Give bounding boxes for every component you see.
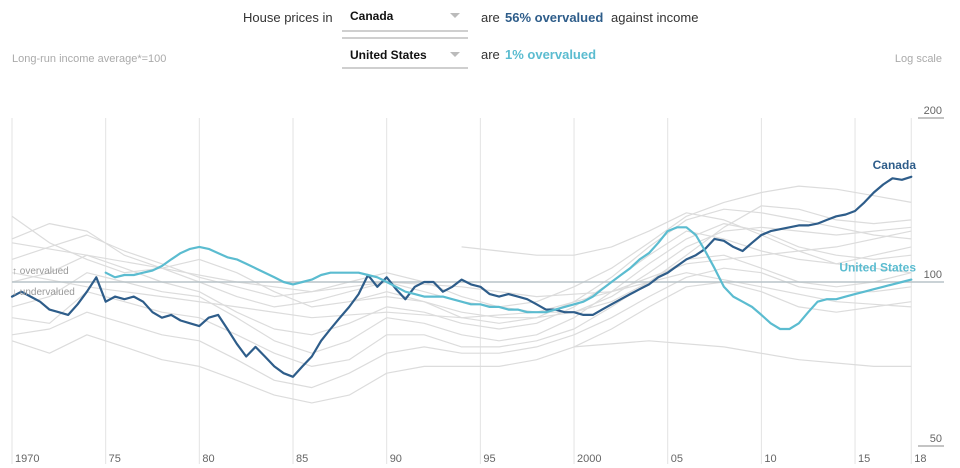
against-income-text: against income	[611, 10, 699, 25]
background-country-line	[11, 205, 912, 313]
canada-series-label: Canada	[873, 158, 917, 172]
grid-layer	[11, 117, 944, 464]
controls-row-2: United States are 1% overvalued	[0, 37, 960, 71]
highlight-series-layer	[10, 175, 913, 378]
background-country-line	[349, 226, 912, 319]
background-country-line	[11, 230, 912, 319]
country-select-1-value: Canada	[350, 9, 394, 23]
are-text-2: are	[481, 47, 500, 62]
x-tick-label: 95	[483, 453, 495, 465]
income-average-note: Long-run income average*=100	[12, 53, 167, 65]
united-states-series-label: United States	[839, 261, 916, 275]
x-tick-label: 10	[764, 453, 776, 465]
canada-overvaluation: 56% overvalued	[505, 10, 604, 25]
background-country-line	[573, 340, 912, 367]
overvalued-label: ↑ overvalued	[12, 266, 69, 277]
controls-row-1: House prices in Canada are 56% overvalue…	[0, 0, 960, 34]
background-country-line	[11, 223, 912, 354]
log-scale-note: Log scale	[894, 53, 942, 65]
us-overvaluation: 1% overvalued	[505, 47, 597, 62]
background-country-line	[11, 242, 912, 308]
x-tick-label: 80	[202, 453, 214, 465]
chevron-down-icon	[450, 13, 460, 18]
chevron-down-icon	[450, 52, 460, 57]
background-series-layer	[11, 185, 912, 404]
y-tick-label: 50	[930, 433, 942, 445]
x-tick-label: 1970	[15, 453, 39, 465]
background-country-line	[11, 281, 912, 404]
x-tick-label: 15	[858, 453, 870, 465]
united-states-line	[104, 226, 913, 331]
background-country-line	[11, 254, 912, 367]
country-select-2[interactable]: United States	[342, 37, 468, 69]
y-tick-label: 200	[924, 105, 942, 117]
undervalued-label: ↓ undervalued	[12, 287, 75, 298]
background-country-line	[461, 212, 912, 274]
country-select-2-value: United States	[350, 48, 427, 62]
x-tick-label: 18	[914, 453, 926, 465]
lead-text: House prices in	[243, 10, 333, 25]
x-tick-label: 85	[296, 453, 308, 465]
background-country-line	[11, 267, 912, 389]
canada-line	[10, 175, 913, 378]
y-tick-label: 100	[924, 269, 942, 281]
x-tick-label: 05	[671, 453, 683, 465]
are-text-1: are	[481, 10, 500, 25]
country-select-1[interactable]: Canada	[342, 0, 468, 32]
x-tick-label: 90	[390, 453, 402, 465]
chart-labels-layer: 1970 75 80 85 90 95 2000 05 10 15 18 50 100 200 ↑ over…	[12, 105, 942, 465]
x-tick-label: 75	[109, 453, 121, 465]
x-tick-label: 2000	[577, 453, 601, 465]
